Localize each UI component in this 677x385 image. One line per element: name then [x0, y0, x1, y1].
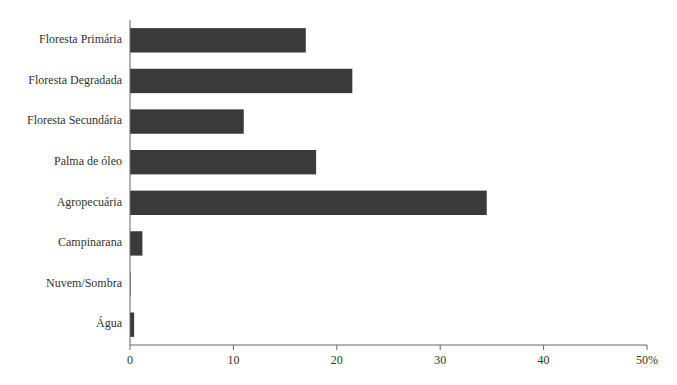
- y-axis-line: [130, 20, 131, 345]
- x-tick: [647, 345, 648, 350]
- bar: [130, 191, 487, 215]
- bar: [130, 109, 244, 133]
- bar: [130, 313, 134, 337]
- bars: [130, 28, 487, 337]
- x-tick-label: 10: [227, 353, 239, 367]
- bar: [130, 231, 142, 255]
- y-tick-label: Nuvem/Sombra: [46, 276, 123, 290]
- x-tick-label: 20: [331, 353, 343, 367]
- x-tick-label: 30: [434, 353, 446, 367]
- chart-container: 0 10 20 30 40 50% Floresta Primária Floresta De…: [0, 0, 677, 385]
- bar: [130, 28, 306, 52]
- x-tick-label: 0: [127, 353, 133, 367]
- y-axis: Floresta Primária Floresta Degradada Flore…: [27, 20, 130, 345]
- x-tick: [543, 345, 544, 350]
- bar: [130, 69, 352, 93]
- x-axis-line: [130, 345, 647, 346]
- chart: 0 10 20 30 40 50% Floresta Primária Floresta De…: [0, 0, 677, 385]
- x-tick: [440, 345, 441, 350]
- x-tick: [336, 345, 337, 350]
- y-tick-label: Floresta Primária: [39, 32, 123, 46]
- y-tick-label: Água: [96, 316, 123, 330]
- x-axis: 0 10 20 30 40 50%: [127, 345, 658, 367]
- y-tick-label: Campinarana: [58, 235, 123, 249]
- bar: [130, 150, 316, 174]
- x-tick: [233, 345, 234, 350]
- y-tick-label: Palma de óleo: [54, 154, 122, 168]
- x-tick: [130, 345, 131, 350]
- x-tick-label: 40: [538, 353, 550, 367]
- x-tick-label: 50%: [636, 353, 658, 367]
- y-tick-label: Floresta Degradada: [28, 73, 122, 87]
- y-tick-label: Agropecuária: [57, 195, 123, 209]
- plot-area: [130, 28, 487, 337]
- y-tick-label: Floresta Secundária: [27, 113, 123, 127]
